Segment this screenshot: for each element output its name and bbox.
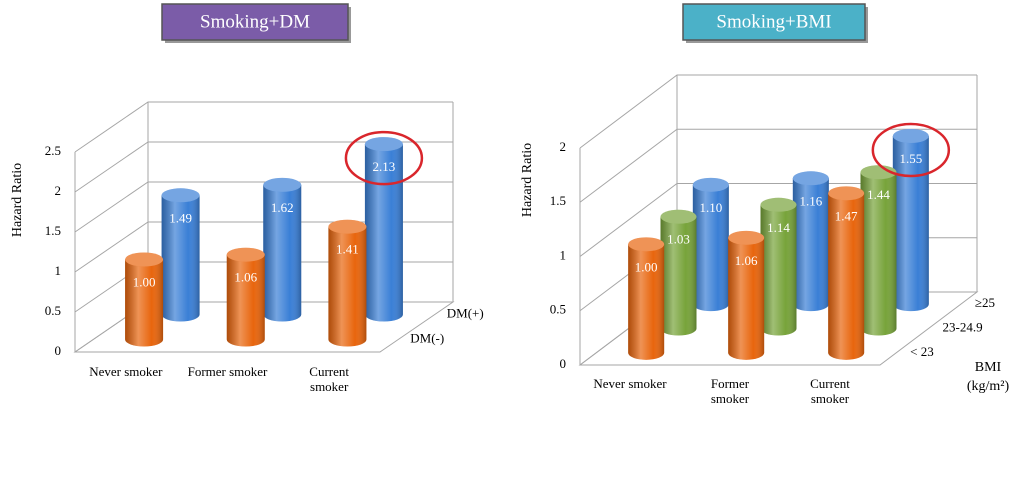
depth-title: BMI <box>975 360 1002 375</box>
data-label: 1.47 <box>835 208 858 223</box>
bar-top <box>125 252 164 267</box>
bar-top-shade <box>226 247 265 262</box>
data-label: 1.10 <box>699 200 722 215</box>
grid-line <box>579 74 977 149</box>
data-label: 1.14 <box>767 220 790 235</box>
data-label: 1.16 <box>799 193 822 208</box>
data-label: 1.03 <box>667 232 690 247</box>
data-label: 1.49 <box>169 210 192 225</box>
y-tick-label: 2 <box>55 183 62 198</box>
legend-label: DM(-) <box>410 330 444 345</box>
y-tick-label: 0.5 <box>45 303 61 318</box>
bar-top-shade <box>728 230 765 245</box>
bar-top <box>263 177 302 192</box>
grid-line <box>579 128 977 203</box>
title-box <box>161 3 349 41</box>
bar-top <box>328 219 367 234</box>
bar-top-shade <box>125 252 164 267</box>
bar-shade <box>628 244 665 360</box>
grid-line <box>74 141 453 193</box>
bar-top-shade <box>263 177 302 192</box>
bar-top-shade <box>328 219 367 234</box>
bar-top <box>792 171 829 186</box>
legend-label: 23-24.9 <box>943 319 983 334</box>
bar-shade <box>328 226 367 347</box>
bar-top <box>892 128 929 143</box>
bar-top <box>860 165 897 180</box>
highlight-circle <box>871 122 951 178</box>
y-tick-label: 1 <box>55 263 62 278</box>
y-axis-label: Hazard Ratio <box>520 143 535 217</box>
bar-top-shade <box>660 209 697 224</box>
data-label: 1.41 <box>336 242 359 257</box>
bar-top <box>828 186 865 201</box>
bar-top-shade <box>364 137 403 152</box>
bar-shade <box>860 172 897 336</box>
data-label: 2.13 <box>373 159 396 174</box>
bar-shade <box>728 237 765 360</box>
bar-top <box>660 209 697 224</box>
bar-top-shade <box>692 177 729 192</box>
title-box <box>682 3 866 41</box>
x-tick-label: Current smoker <box>810 376 850 406</box>
data-label: 1.55 <box>899 151 922 166</box>
data-label: 1.00 <box>635 259 658 274</box>
bar-top-shade <box>760 197 797 212</box>
y-tick-label: 0 <box>55 343 62 358</box>
y-tick-label: 1.5 <box>550 193 566 208</box>
data-label: 1.06 <box>234 270 257 285</box>
bar-top <box>692 177 729 192</box>
bar-top <box>760 197 797 212</box>
bar-top <box>161 188 200 203</box>
bar-top-shade <box>828 186 865 201</box>
y-tick-label: 1.5 <box>45 223 61 238</box>
bar-top <box>628 237 665 252</box>
data-label: 1.06 <box>735 253 758 268</box>
highlight-circle <box>344 130 424 186</box>
bar-shade <box>892 135 929 312</box>
legend-label: ≥25 <box>975 295 995 310</box>
data-label: 1.44 <box>867 187 890 202</box>
x-tick-label: Former smoker <box>710 376 750 406</box>
bar-shade <box>660 216 697 336</box>
bar-top-shade <box>892 128 929 143</box>
data-label: 1.00 <box>133 274 156 289</box>
x-tick-label: Former smoker <box>187 364 268 379</box>
bar-shade <box>760 204 797 336</box>
bar-top-shade <box>792 171 829 186</box>
y-tick-label: 2 <box>560 139 567 154</box>
bar-top-shade <box>860 165 897 180</box>
grid-line <box>74 101 453 153</box>
bar-top-shade <box>161 188 200 203</box>
chart-title: Smoking+DM <box>200 11 310 32</box>
bar-top-shade <box>628 237 665 252</box>
depth-unit: (kg/m²) <box>967 379 1010 394</box>
x-tick-label: Current smoker <box>309 364 350 394</box>
bar-shade <box>828 193 865 360</box>
bar-shade <box>125 259 164 347</box>
y-axis-label: Hazard Ratio <box>10 163 25 237</box>
bar-shade <box>692 184 729 312</box>
bar-shade <box>364 144 403 322</box>
y-tick-label: 2.5 <box>45 143 61 158</box>
bar-top <box>364 137 403 152</box>
y-tick-label: 0 <box>560 356 567 371</box>
y-tick-label: 1 <box>560 247 567 262</box>
bar-shade <box>161 195 200 322</box>
x-tick-label: Never smoker <box>593 376 667 391</box>
legend-label: < 23 <box>910 344 934 359</box>
x-tick-label: Never smoker <box>89 364 163 379</box>
bar-shade <box>263 184 302 322</box>
bar-top <box>728 230 765 245</box>
grid-line <box>74 181 453 233</box>
bar-shade <box>792 178 829 312</box>
bar-top <box>226 247 265 262</box>
bar-shade <box>226 254 265 347</box>
legend-label: DM(+) <box>447 305 484 320</box>
chart-title: Smoking+BMI <box>716 11 831 32</box>
y-tick-label: 0.5 <box>550 302 566 317</box>
data-label: 1.62 <box>271 200 294 215</box>
